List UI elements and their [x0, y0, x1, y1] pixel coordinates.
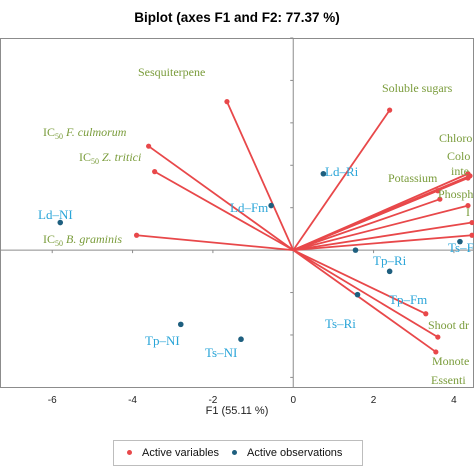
- var-label-ic50-f-culmorum: IC50 F. culmorum: [43, 125, 127, 141]
- var-label-phosph: Phosph: [438, 187, 473, 201]
- variable-point: [435, 334, 441, 340]
- variable-point: [433, 349, 439, 355]
- obs-label-ld-ri: Ld–Ri: [325, 164, 359, 179]
- observation-point: [457, 238, 463, 245]
- var-label-potassium: Potassium: [388, 171, 438, 185]
- legend-item-variables: Active variables: [122, 447, 219, 459]
- variable-point: [387, 107, 393, 113]
- observation-points: [57, 170, 463, 343]
- obs-label-ts-f: Ts–F: [448, 240, 474, 255]
- x-tick-label: 4: [451, 395, 457, 406]
- x-tick-label: -4: [128, 395, 137, 406]
- observation-point: [238, 336, 244, 343]
- variable-point: [435, 188, 441, 194]
- var-label-chloro: Chloro: [439, 131, 472, 145]
- var-label-ic50-z-tritici: IC50 Z. tritici: [79, 150, 141, 166]
- legend-swatch-observations: [227, 449, 243, 457]
- observation-point: [177, 321, 184, 328]
- var-label-inte: inte: [451, 164, 469, 178]
- obs-label-tp-fm: Tp–Fm: [389, 292, 427, 307]
- variable-vectors: [133, 99, 474, 355]
- observation-point: [354, 291, 361, 298]
- var-label-i: I: [466, 205, 470, 219]
- var-label-essenti: Essenti: [431, 373, 466, 387]
- variable-point: [437, 196, 443, 202]
- variable-point: [465, 202, 471, 209]
- obs-label-ts-nl: Ts–NI: [205, 345, 237, 360]
- variable-point: [133, 232, 140, 238]
- variable-vector: [148, 145, 294, 251]
- observation-point: [386, 268, 393, 275]
- var-label-soluble-sugars: Soluble sugars: [382, 81, 453, 95]
- axes: [0, 37, 474, 388]
- x-tick-label: -6: [48, 395, 57, 406]
- var-label-sesquiterpene: Sesquiterpene: [138, 65, 205, 79]
- variable-vector: [226, 101, 295, 251]
- var-label-shoot-dr: Shoot dr: [428, 318, 469, 332]
- variable-point: [469, 232, 474, 238]
- observation-point: [320, 170, 327, 177]
- variable-point: [469, 219, 474, 226]
- variable-vector: [292, 249, 439, 338]
- x-axis-label: F1 (55.11 %): [205, 405, 269, 417]
- x-tick-label: 2: [371, 395, 377, 406]
- observation-point: [352, 247, 359, 253]
- obs-label-ld-nl: Ld–NI: [38, 207, 73, 222]
- legend-swatch-variables: [122, 449, 138, 457]
- variable-vector: [292, 109, 391, 251]
- variable-vector: [136, 234, 294, 252]
- variable-vector: [293, 234, 473, 252]
- variable-vector: [293, 204, 469, 251]
- var-label-ic50-b-graminis: IC50 B. graminis: [43, 232, 122, 248]
- var-label-colo: Colo: [447, 149, 470, 163]
- obs-label-tp-ri: Tp–Ri: [373, 253, 407, 268]
- x-tick-label: -2: [208, 395, 217, 406]
- variable-point: [465, 175, 471, 181]
- variable-vector: [292, 249, 437, 353]
- variable-point: [146, 143, 152, 149]
- legend-label-variables: Active variables: [142, 447, 220, 459]
- variable-vector: [154, 170, 294, 251]
- variable-vector: [292, 249, 427, 315]
- observation-point: [268, 202, 274, 209]
- variable-point: [152, 169, 158, 175]
- legend-item-observations: Active observations: [227, 447, 342, 459]
- variable-point: [224, 99, 230, 105]
- obs-label-tp-nl: Tp–NI: [145, 333, 180, 348]
- point-labels: Sesquiterpene Soluble sugars IC50 F. cul…: [38, 65, 474, 387]
- x-axis-ticks: -6 -4 -2 0 2 4: [48, 395, 457, 406]
- variable-vector: [293, 221, 473, 252]
- obs-label-ts-ri: Ts–Ri: [325, 316, 356, 331]
- variable-vector: [292, 198, 441, 251]
- legend: Active variables Active observations: [113, 440, 363, 466]
- chart-title: Biplot (axes F1 and F2: 77.37 %): [134, 10, 340, 25]
- legend-label-observations: Active observations: [247, 447, 343, 459]
- variable-point: [423, 311, 429, 317]
- observation-point: [57, 219, 64, 226]
- x-tick-label: 0: [290, 395, 296, 406]
- var-label-monote: Monote: [432, 354, 469, 368]
- obs-label-ld-fm: Ld–Fm: [230, 200, 268, 215]
- variable-vector: [292, 189, 439, 251]
